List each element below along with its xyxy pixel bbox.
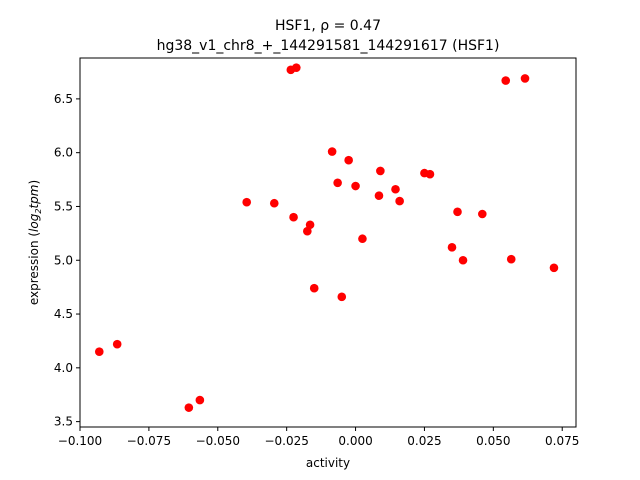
x-axis-label: activity [306, 456, 350, 470]
data-point [344, 155, 353, 165]
data-point [184, 403, 194, 412]
data-point [520, 74, 530, 83]
data-point [303, 226, 312, 236]
y-axis-label-prefix: expression ( [27, 232, 41, 305]
data-point [447, 243, 457, 252]
data-point [358, 234, 367, 244]
y-axis-label-subscript: 2 [34, 209, 43, 214]
data-point [269, 198, 279, 208]
data-point [305, 220, 315, 230]
data-point [374, 191, 384, 200]
x-tick-label: 0.075 [545, 434, 579, 448]
data-point [425, 169, 435, 179]
y-tick-label: 4.0 [54, 361, 73, 375]
data-point [292, 63, 301, 72]
y-tick-label: 6.5 [54, 92, 73, 106]
x-tick-label: −0.050 [196, 434, 240, 448]
x-tick-label: −0.100 [58, 434, 102, 448]
data-point [337, 292, 347, 302]
x-tick-label: −0.075 [127, 434, 171, 448]
y-axis-label-suffix: ) [27, 180, 41, 185]
data-point [453, 207, 462, 217]
data-points [94, 63, 559, 412]
data-point [289, 212, 298, 222]
data-point [94, 347, 104, 356]
chart-title-line2: hg38_v1_chr8_+_144291581_144291617 (HSF1… [157, 38, 500, 54]
y-tick-label: 5.0 [54, 253, 73, 267]
data-point [309, 283, 319, 293]
y-axis-ticks: 3.5 4.0 4.5 5.0 5.5 6.0 6.5 [54, 92, 80, 429]
y-axis-label-tpm: tpm [27, 185, 41, 209]
y-axis-label: expression (log2tpm) [27, 180, 43, 305]
data-point [549, 263, 559, 273]
data-point [327, 147, 337, 156]
data-point [391, 184, 400, 194]
y-tick-label: 4.5 [54, 307, 73, 321]
x-tick-label: −0.025 [264, 434, 308, 448]
data-point [376, 166, 385, 176]
data-point [195, 395, 205, 405]
y-axis-label-log: log [27, 213, 41, 232]
x-tick-label: 0.025 [407, 434, 441, 448]
data-point [242, 197, 252, 207]
x-tick-label: 0.000 [338, 434, 372, 448]
axes-frame [79, 57, 577, 428]
x-tick-label: 0.050 [476, 434, 510, 448]
data-point [395, 196, 404, 206]
data-point [506, 254, 516, 264]
data-point [478, 209, 487, 219]
x-axis-ticks: −0.100 −0.075 −0.050 −0.025 0.000 0.025 0.050 0… [58, 427, 579, 448]
data-point [458, 255, 468, 265]
y-tick-label: 3.5 [54, 415, 73, 429]
data-point [112, 339, 122, 349]
y-tick-label: 6.0 [54, 146, 73, 160]
data-point [333, 178, 342, 188]
data-point [351, 181, 360, 191]
y-tick-label: 5.5 [54, 199, 73, 213]
chart-title-line1: HSF1, ρ = 0.47 [275, 18, 381, 34]
data-point [501, 76, 511, 85]
